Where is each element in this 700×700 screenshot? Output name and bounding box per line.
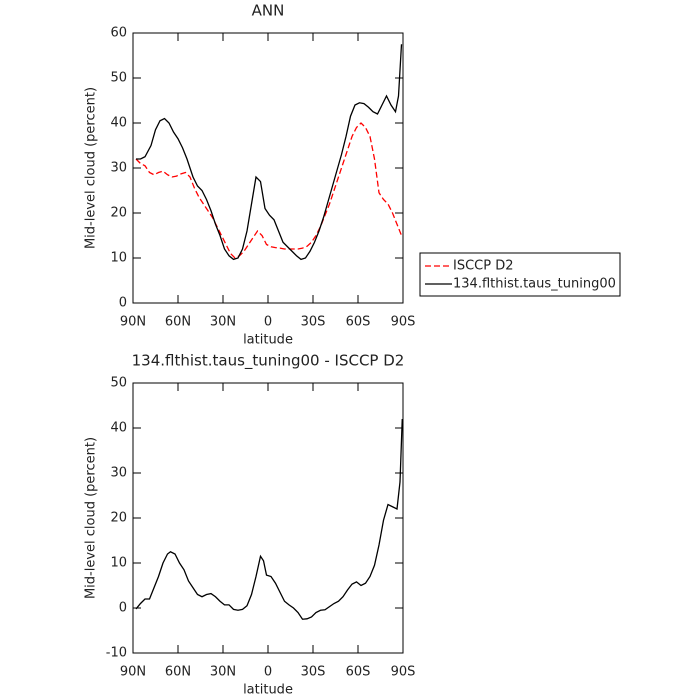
x-tick-label: 30N — [210, 315, 236, 330]
data-line — [136, 44, 403, 261]
y-tick-label: 20 — [110, 511, 127, 526]
x-tick-label: 90S — [391, 665, 416, 680]
y-axis-label: Mid-level cloud (percent) — [84, 87, 99, 249]
x-tick-label: 30N — [210, 665, 236, 680]
x-tick-label: 60N — [165, 665, 191, 680]
legend-label: 134.flthist.taus_tuning00 — [453, 277, 616, 292]
y-tick-label: 20 — [110, 206, 127, 221]
data-line — [135, 418, 403, 620]
x-tick-label: 90N — [120, 315, 146, 330]
x-tick-label: 0 — [264, 315, 272, 330]
x-tick-label: 90S — [391, 315, 416, 330]
x-tick-label: 30S — [301, 665, 326, 680]
y-tick-label: -10 — [106, 646, 127, 661]
plot-frame — [132, 32, 404, 304]
x-axis-label: latitude — [243, 683, 293, 698]
y-tick-label: 10 — [110, 251, 127, 266]
data-line — [135, 122, 403, 259]
x-tick-label: 60S — [346, 665, 371, 680]
y-tick-label: 0 — [119, 296, 127, 311]
plot-frame — [132, 382, 404, 654]
y-tick-label: 30 — [110, 161, 127, 176]
y-tick-label: 0 — [119, 601, 127, 616]
y-axis-label: Mid-level cloud (percent) — [84, 437, 99, 599]
y-tick-label: 40 — [110, 116, 127, 131]
x-tick-label: 90N — [120, 665, 146, 680]
x-tick-label: 30S — [301, 315, 326, 330]
y-tick-label: 40 — [110, 421, 127, 436]
x-tick-label: 60S — [346, 315, 371, 330]
chart-title: 134.flthist.taus_tuning00 - ISCCP D2 — [132, 352, 405, 371]
legend-box — [419, 252, 621, 297]
x-tick-label: 60N — [165, 315, 191, 330]
y-tick-label: 60 — [110, 26, 127, 41]
y-tick-label: 50 — [110, 71, 127, 86]
legend-label: ISCCP D2 — [453, 259, 514, 274]
chart-title: ANN — [252, 2, 285, 20]
y-tick-label: 10 — [110, 556, 127, 571]
y-tick-label: 50 — [110, 376, 127, 391]
y-tick-label: 30 — [110, 466, 127, 481]
x-tick-label: 0 — [264, 665, 272, 680]
x-axis-label: latitude — [243, 333, 293, 348]
